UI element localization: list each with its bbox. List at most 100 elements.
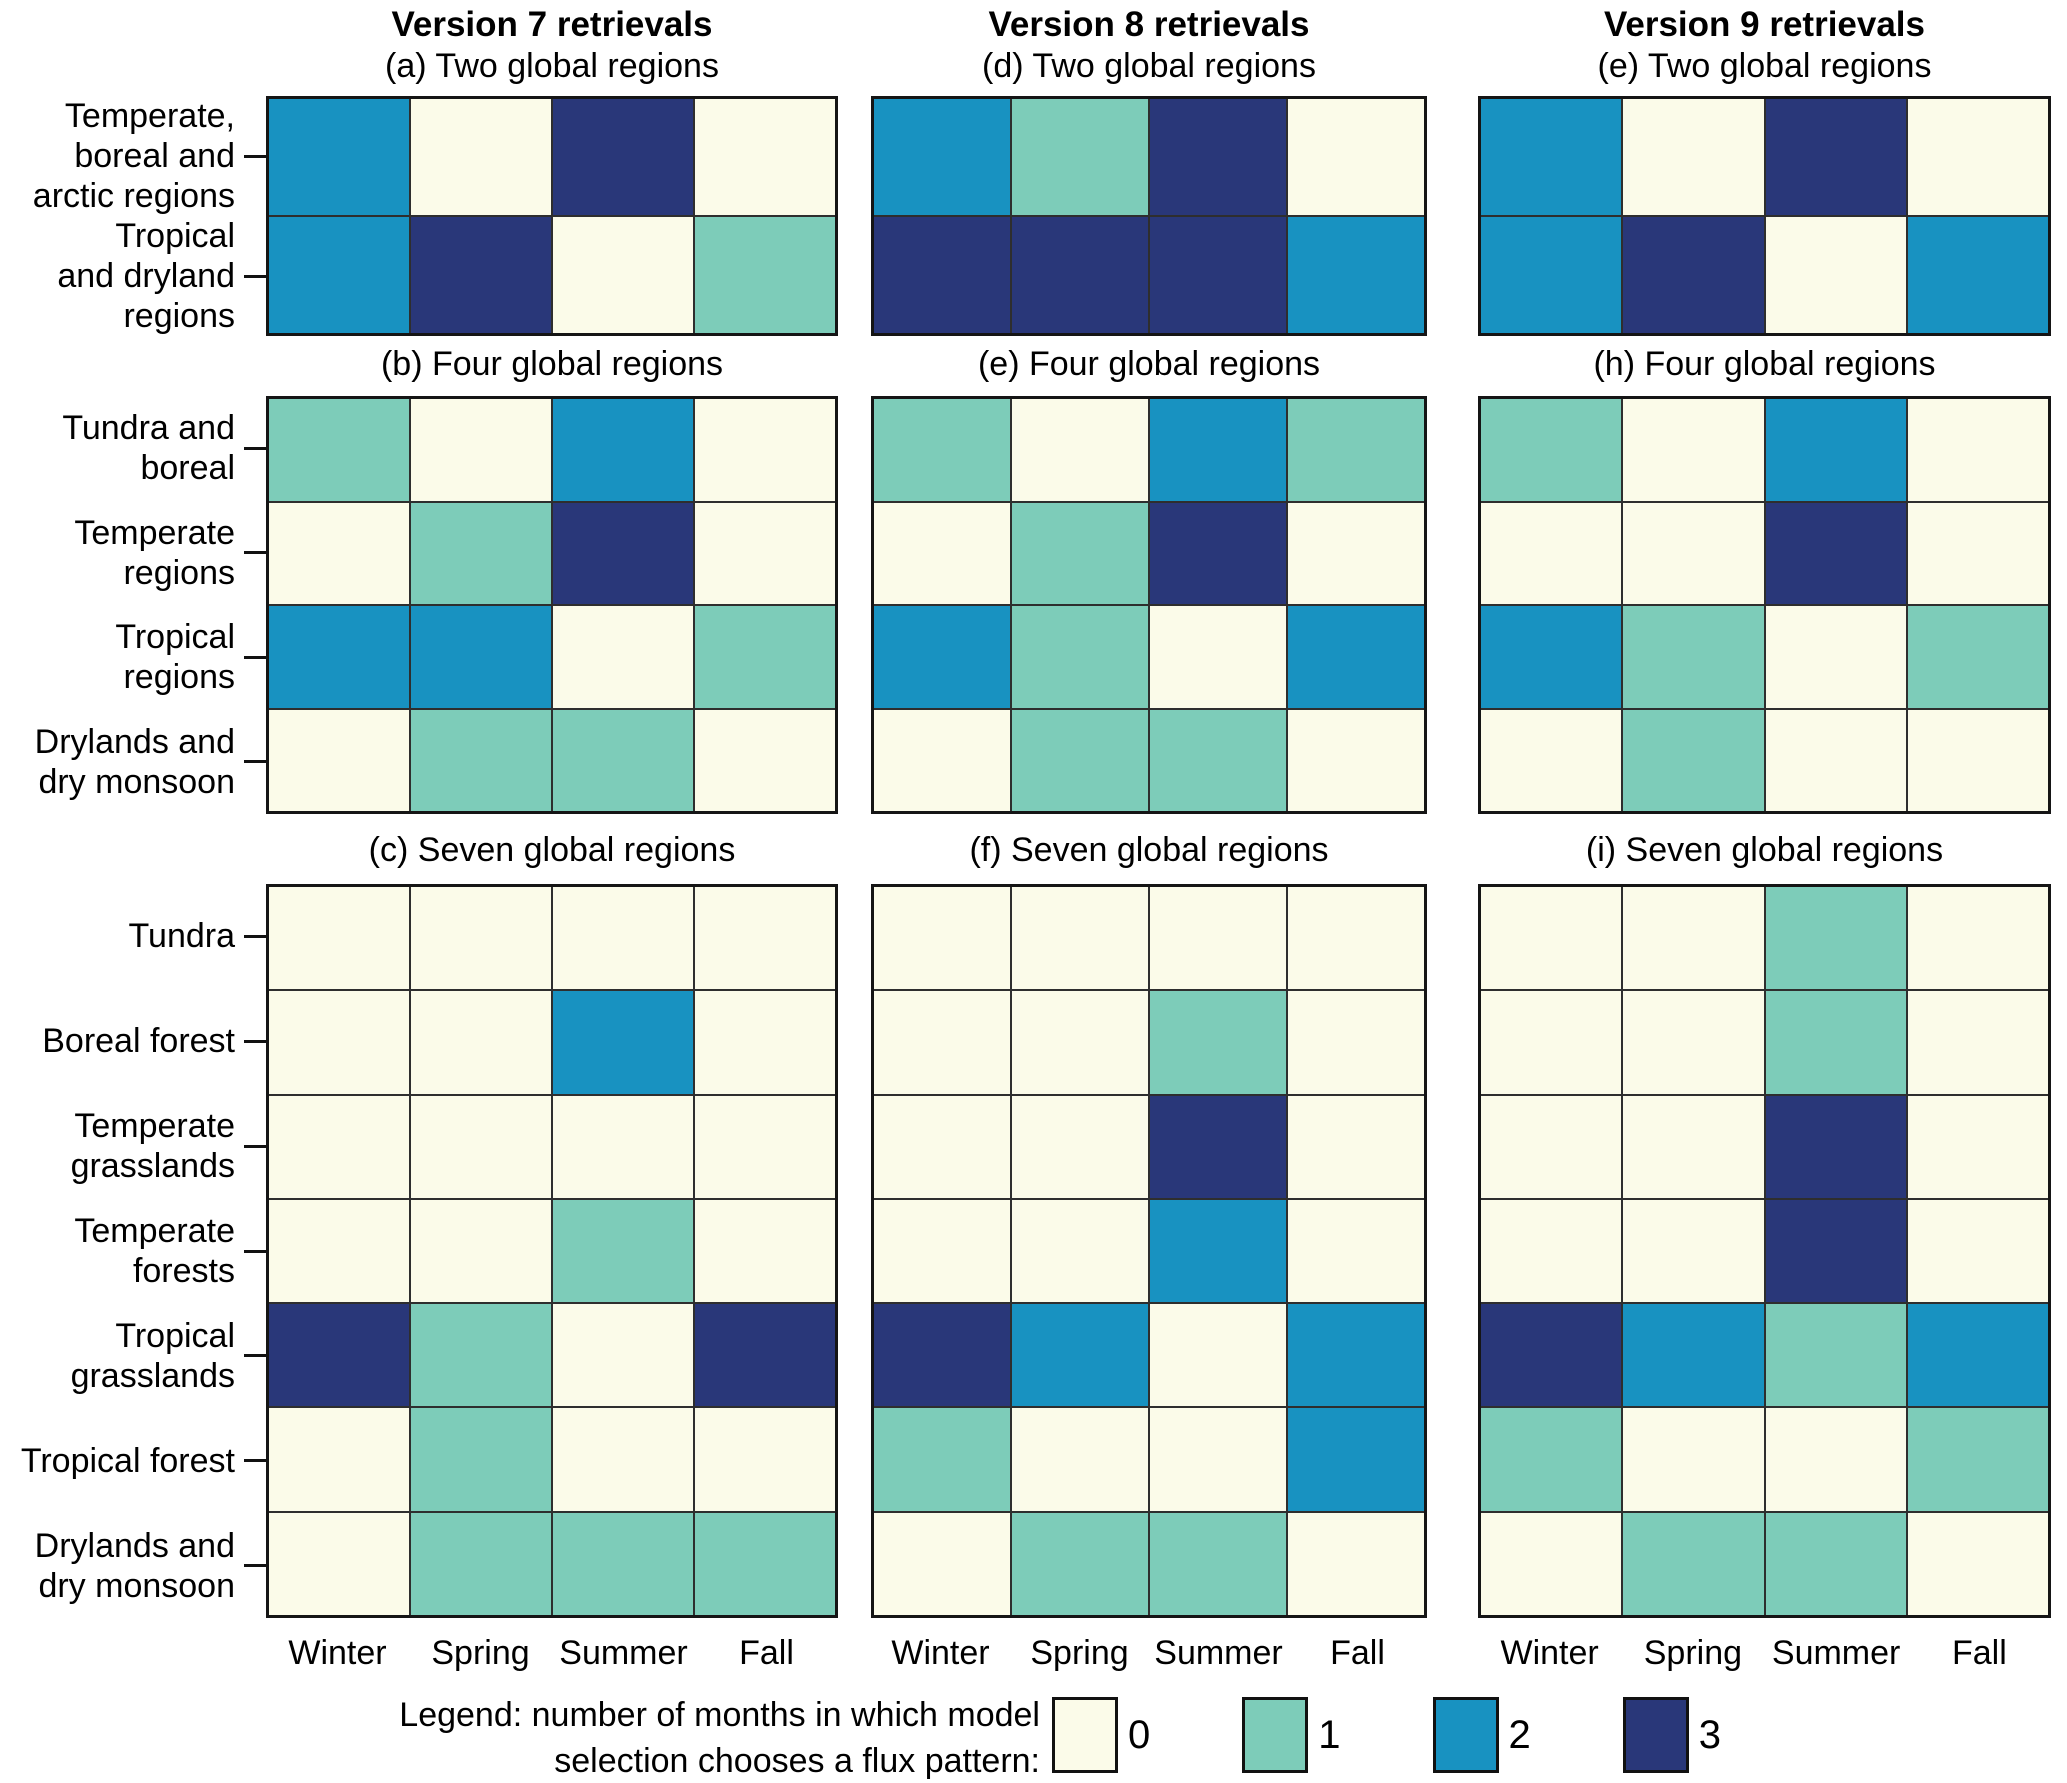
heatmap-cell-f-r4-c1 — [1012, 1304, 1148, 1407]
heatmap-cell-e-top-r1-c2 — [1765, 217, 1906, 333]
heatmap-cell-c-r5-c1 — [411, 1408, 551, 1511]
heatmap-cell-d-r0-c2 — [1150, 99, 1286, 215]
row-label: Tundra and boreal — [0, 396, 266, 501]
heatmap-cell-f-r5-c2 — [1150, 1408, 1286, 1511]
y-axis-tick — [244, 154, 266, 158]
heatmap-cell-c-r5-c3 — [695, 1408, 835, 1511]
heatmap-cell-f-r2-c0 — [874, 1095, 1010, 1198]
heatmap-cell-i-r3-c3 — [1907, 1199, 2048, 1303]
legend-entry-3: 3 — [1622, 1697, 1721, 1773]
heatmap-cell-f-r0-c1 — [1012, 887, 1148, 990]
season-label: Spring — [431, 1634, 530, 1672]
legend-value: 3 — [1698, 1713, 1721, 1757]
heatmap-cell-f-r3-c2 — [1150, 1199, 1286, 1303]
row-label-text: Temperate forests — [74, 1212, 235, 1290]
panel-subtitle-h: (h) Four global regions — [1593, 345, 1936, 383]
heatmap-cell-i-r2-c1 — [1623, 1095, 1764, 1198]
legend-entries: 0 1 2 3 — [1052, 1697, 1721, 1773]
heatmap-cell-i-r3-c2 — [1765, 1199, 1906, 1303]
heatmap-cell-f-r6-c1 — [1012, 1512, 1148, 1615]
heatmap-cell-e-mid-r2-c0 — [874, 606, 1010, 708]
row-label-text: Temperate, boreal and arctic regions — [32, 97, 235, 215]
heatmap-cell-a-r0-c1 — [411, 99, 551, 215]
heatmap-cell-f-r6-c3 — [1288, 1512, 1424, 1615]
heatmap-cell-d-r0-c3 — [1288, 99, 1424, 215]
y-axis-tick — [244, 1249, 266, 1253]
heatmap-cell-e-top-r1-c1 — [1623, 217, 1764, 333]
heatmap-cell-i-r4-c2 — [1765, 1304, 1906, 1407]
heatmap-panel-e-top — [1478, 96, 2051, 336]
heatmap-cell-d-r1-c1 — [1012, 217, 1148, 333]
heatmap-cell-f-r1-c1 — [1012, 991, 1148, 1094]
heatmap-cell-c-r1-c1 — [411, 991, 551, 1094]
heatmap-cell-f-r0-c0 — [874, 887, 1010, 990]
heatmap-cell-d-r1-c2 — [1150, 217, 1286, 333]
season-label: Winter — [1500, 1634, 1599, 1672]
season-label: Fall — [739, 1634, 794, 1672]
heatmap-cell-d-r1-c0 — [874, 217, 1010, 333]
heatmap-cell-c-r6-c1 — [411, 1512, 551, 1615]
heatmap-cell-e-top-r0-c1 — [1623, 99, 1764, 215]
heatmap-cell-i-r4-c1 — [1623, 1304, 1764, 1407]
heatmap-cell-b-r2-c0 — [269, 606, 409, 708]
heatmap-cell-e-top-r0-c0 — [1481, 99, 1622, 215]
row-label-text: Drylands and dry monsoon — [34, 722, 235, 801]
heatmap-cell-e-top-r0-c2 — [1765, 99, 1906, 215]
heatmap-cell-f-r6-c0 — [874, 1512, 1010, 1615]
panel-subtitle-f: (f) Seven global regions — [969, 831, 1329, 869]
row-label: Tropical forest — [0, 1408, 266, 1513]
legend-swatch — [1052, 1697, 1118, 1773]
column-title-version9: Version 9 retrievals — [1603, 5, 1926, 44]
legend-entry-2: 2 — [1432, 1697, 1531, 1773]
heatmap-cell-i-r4-c3 — [1907, 1304, 2048, 1407]
x-axis-labels-col1: Winter Spring Summer Fall — [266, 1630, 838, 1676]
season-label: Winter — [891, 1634, 990, 1672]
heatmap-cell-e-mid-r2-c2 — [1150, 606, 1286, 708]
season-label: Spring — [1643, 1634, 1743, 1672]
y-axis-tick — [244, 1144, 266, 1148]
heatmap-cell-f-r0-c2 — [1150, 887, 1286, 990]
heatmap-cell-a-r1-c1 — [411, 217, 551, 333]
legend-swatch — [1242, 1697, 1309, 1773]
row-labels-four-regions: Tundra and boreal Temperate regions Tropic… — [0, 396, 266, 814]
heatmap-cell-h-r0-c3 — [1907, 399, 2048, 501]
heatmap-cell-c-r3-c0 — [269, 1199, 409, 1303]
heatmap-cell-b-r0-c3 — [695, 399, 835, 501]
heatmap-cell-f-r3-c1 — [1012, 1199, 1148, 1303]
row-label: Tundra — [0, 884, 266, 989]
heatmap-cell-i-r3-c1 — [1623, 1199, 1764, 1303]
heatmap-cell-i-r5-c3 — [1907, 1408, 2048, 1511]
row-label: Tropical regions — [0, 605, 266, 710]
row-label-text: Boreal forest — [42, 1022, 235, 1061]
season-label: Spring — [1030, 1634, 1129, 1672]
heatmap-cell-h-r3-c0 — [1481, 709, 1622, 811]
heatmap-cell-e-mid-r3-c1 — [1012, 709, 1148, 811]
heatmap-cell-b-r1-c3 — [695, 502, 835, 604]
row-label-text: Tropical forest — [20, 1441, 235, 1480]
panel-subtitle-a: (a) Two global regions — [385, 47, 719, 85]
heatmap-cell-f-r2-c2 — [1150, 1095, 1286, 1198]
heatmap-cell-c-r2-c3 — [695, 1095, 835, 1198]
heatmap-cell-e-mid-r1-c3 — [1288, 502, 1424, 604]
heatmap-cell-i-r6-c0 — [1481, 1512, 1622, 1615]
heatmap-cell-f-r3-c3 — [1288, 1199, 1424, 1303]
row-label-text: Tropical and dryland regions — [57, 217, 235, 335]
heatmap-cell-h-r0-c1 — [1623, 399, 1764, 501]
heatmap-cell-c-r1-c3 — [695, 991, 835, 1094]
row-label-text: Drylands and dry monsoon — [34, 1526, 235, 1605]
heatmap-cell-d-r1-c3 — [1288, 217, 1424, 333]
heatmap-cell-a-r0-c3 — [695, 99, 835, 215]
panel-subtitle-i: (i) Seven global regions — [1585, 831, 1944, 869]
heatmap-cell-b-r3-c3 — [695, 709, 835, 811]
heatmap-cell-d-r0-c1 — [1012, 99, 1148, 215]
heatmap-cell-c-r6-c3 — [695, 1512, 835, 1615]
heatmap-cell-f-r4-c2 — [1150, 1304, 1286, 1407]
heatmap-cell-h-r1-c1 — [1623, 502, 1764, 604]
legend-entry-1: 1 — [1242, 1697, 1341, 1773]
heatmap-cell-h-r1-c0 — [1481, 502, 1622, 604]
heatmap-cell-f-r6-c2 — [1150, 1512, 1286, 1615]
legend-value: 0 — [1128, 1713, 1151, 1757]
heatmap-cell-c-r4-c0 — [269, 1304, 409, 1407]
heatmap-cell-f-r1-c2 — [1150, 991, 1286, 1094]
heatmap-cell-h-r1-c3 — [1907, 502, 2048, 604]
